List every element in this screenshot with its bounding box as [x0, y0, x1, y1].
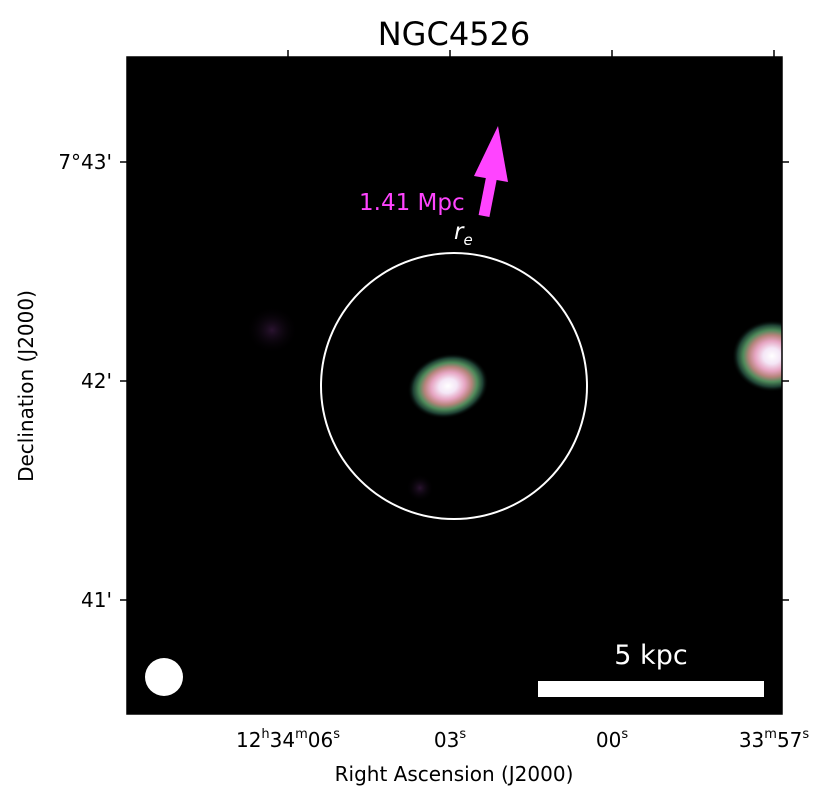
- x-tick-label: 33m57s: [739, 727, 810, 752]
- faint-source-left: [246, 306, 298, 354]
- y-tick-label: 7°43': [58, 150, 112, 174]
- faint-source-lower: [406, 474, 434, 502]
- scale-bar-label: 5 kpc: [614, 640, 687, 671]
- x-tick-label: 03s: [434, 727, 466, 752]
- edge-galaxy: [732, 320, 782, 392]
- x-tick-label: 12h34m06s: [236, 727, 340, 752]
- direction-arrow: [474, 126, 508, 218]
- effective-radius-circle: [320, 252, 588, 520]
- x-tick-label: 00s: [596, 727, 628, 752]
- x-axis-label: Right Ascension (J2000): [335, 762, 574, 786]
- beam-marker: [145, 658, 183, 696]
- plot-frame: [126, 56, 783, 715]
- y-axis-label: Declination (J2000): [14, 290, 38, 482]
- effective-radius-label: re: [454, 219, 473, 249]
- main-galaxy: [407, 353, 489, 419]
- figure-title: NGC4526: [378, 15, 531, 53]
- scale-bar: [538, 681, 764, 697]
- axis-ticks: [120, 50, 789, 714]
- arrow-distance-label: 1.41 Mpc: [359, 190, 465, 216]
- y-tick-label: 42': [81, 369, 112, 393]
- sky-image: [246, 306, 782, 502]
- y-tick-label: 41': [81, 588, 112, 612]
